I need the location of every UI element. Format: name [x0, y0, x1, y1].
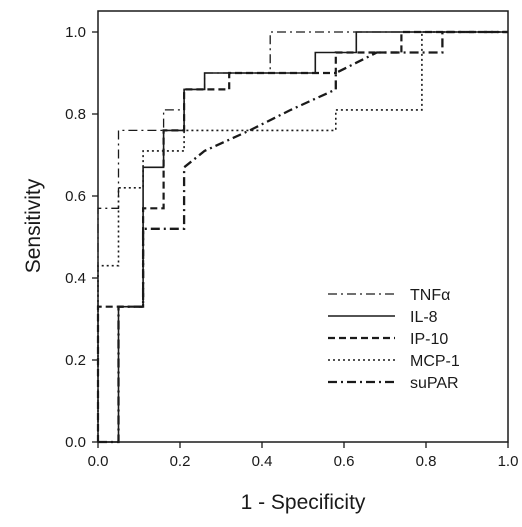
axes: 0.0 0.2 0.4 0.6 0.8 1.0 0.0 0.2 0.4 0.6 0.8 1.0 [65, 24, 518, 470]
x-tick-label: 0.4 [252, 453, 273, 470]
y-tick-label: 0.2 [65, 352, 86, 369]
legend-label-supar: suPAR [410, 375, 459, 392]
y-tick-label: 0.4 [65, 270, 86, 287]
x-tick-label: 0.8 [416, 453, 437, 470]
legend-label-il-8: IL-8 [410, 309, 438, 326]
y-tick-label: 0.6 [65, 188, 86, 205]
x-tick-label: 0.2 [170, 453, 191, 470]
legend: TNFα IL-8 IP-10 MCP-1 suPAR [328, 287, 460, 392]
plot-area-frame [97, 10, 509, 443]
x-tick-label: 1.0 [498, 453, 519, 470]
y-tick-label: 0.0 [65, 434, 86, 451]
x-axis-title: 1 - Specificity [241, 491, 366, 514]
y-axis-title: Sensitivity [22, 178, 45, 273]
series-lines [96, 30, 508, 444]
legend-label-tnf: TNFα [410, 287, 450, 304]
x-tick-label: 0.6 [334, 453, 355, 470]
legend-label-mcp-1: MCP-1 [410, 353, 460, 370]
roc-line-mcp-1 [97, 31, 508, 442]
x-tick-label: 0.0 [88, 453, 109, 470]
y-tick-label: 1.0 [65, 24, 86, 41]
y-tick-label: 0.8 [65, 106, 86, 123]
legend-label-ip-10: IP-10 [410, 331, 448, 348]
roc-line-supar [98, 30, 508, 444]
